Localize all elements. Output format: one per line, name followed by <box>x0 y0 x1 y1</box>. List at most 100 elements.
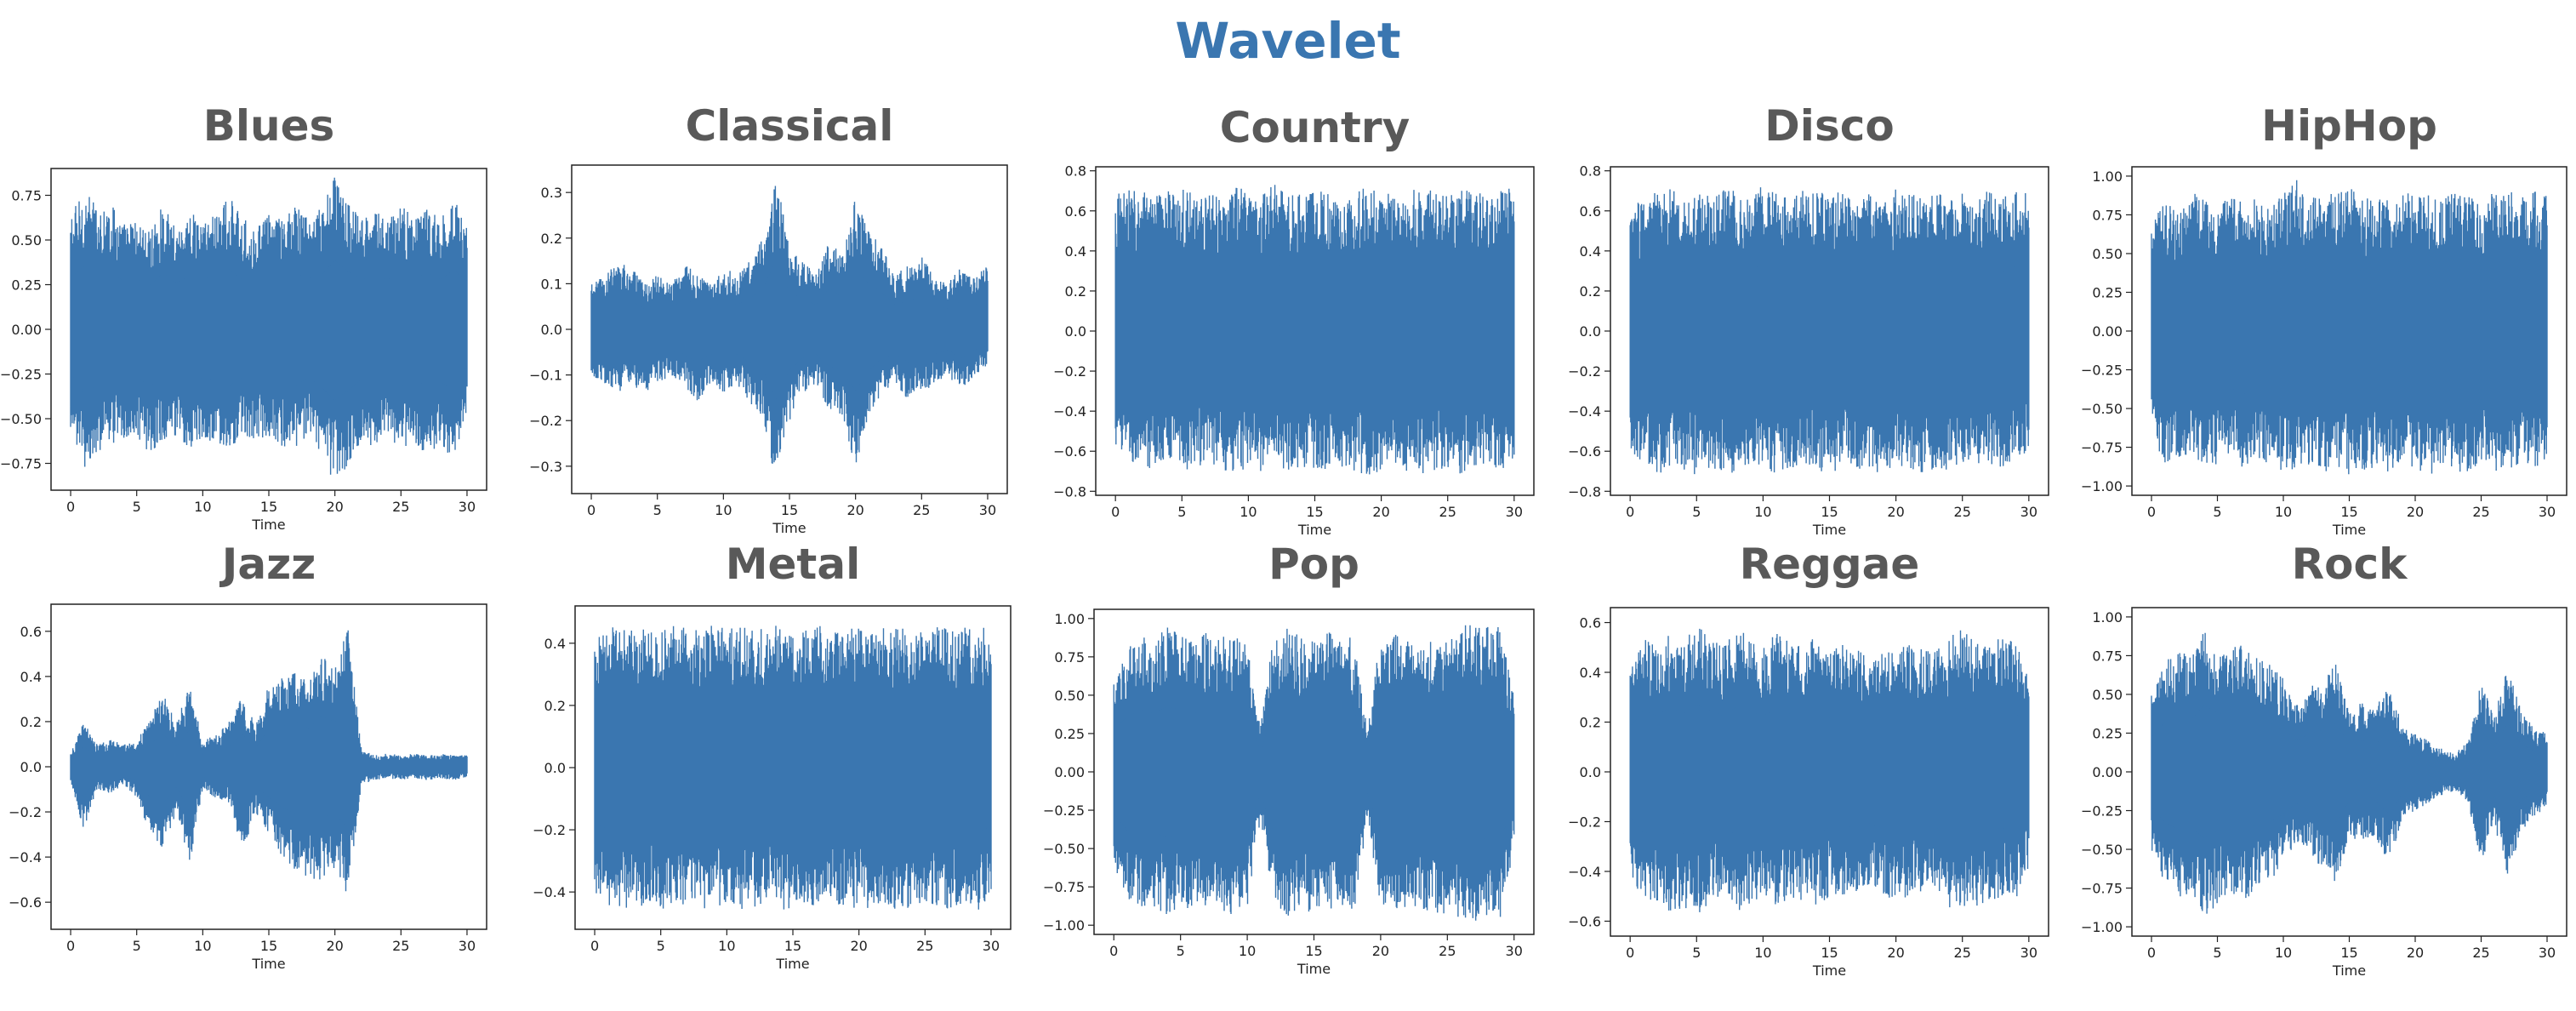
panel-reggae: Reggae 0 5 10 15 20 25 30 Time −0.6 −0.4 −0.2 0.0 0.2… <box>1568 540 2049 979</box>
y-tick-label-classical: 0.3 <box>541 185 562 201</box>
x-tick-label-classical: 10 <box>715 502 732 518</box>
y-tick-label-metal: 0.4 <box>544 636 566 652</box>
x-tick-label-classical: 30 <box>979 502 996 518</box>
panel-title-pop: Pop <box>1268 540 1359 589</box>
y-tick-label-rock: −0.50 <box>2081 842 2123 858</box>
y-tick-label-country: −0.2 <box>1053 363 1086 380</box>
y-tick-label-country: 0.8 <box>1065 163 1086 180</box>
panel-title-rock: Rock <box>2292 540 2408 589</box>
y-tick-label-classical: −0.3 <box>529 459 562 475</box>
y-tick-label-hiphop: −0.75 <box>2081 440 2123 456</box>
x-tick-label-pop: 20 <box>1372 943 1389 959</box>
x-axis-label-hiphop: Time <box>2332 522 2366 538</box>
waveform-core-pop <box>1114 704 1514 842</box>
x-tick-label-country: 25 <box>1439 504 1456 520</box>
x-axis-label-blues: Time <box>251 517 285 533</box>
x-tick-label-country: 5 <box>1177 504 1186 520</box>
y-tick-label-metal: 0.0 <box>544 760 566 776</box>
x-tick-label-rock: 5 <box>2213 945 2221 961</box>
y-tick-label-rock: 0.25 <box>2092 725 2123 741</box>
y-tick-label-pop: −0.25 <box>1043 803 1085 819</box>
waveform-core-classical <box>591 260 988 399</box>
x-tick-label-jazz: 20 <box>326 938 343 954</box>
x-tick-label-country: 0 <box>1111 504 1120 520</box>
x-tick-label-metal: 10 <box>718 938 735 954</box>
x-tick-label-jazz: 15 <box>260 938 277 954</box>
x-axis-label-country: Time <box>1297 522 1331 538</box>
x-tick-label-jazz: 0 <box>66 938 75 954</box>
x-tick-label-hiphop: 10 <box>2275 504 2292 520</box>
y-tick-label-reggae: −0.2 <box>1568 814 1601 830</box>
x-tick-label-classical: 20 <box>846 502 863 518</box>
x-tick-label-blues: 25 <box>392 499 409 515</box>
x-tick-label-disco: 5 <box>1692 504 1701 520</box>
y-tick-label-metal: −0.4 <box>533 884 566 900</box>
x-tick-label-disco: 20 <box>1887 504 1904 520</box>
y-tick-label-reggae: −0.6 <box>1568 913 1601 929</box>
x-tick-label-blues: 0 <box>66 499 75 515</box>
panel-title-jazz: Jazz <box>219 540 316 589</box>
panel-blues: Blues 0 5 10 15 20 25 30 Time −0.75 −0.50 −0.25 0.00… <box>0 101 487 533</box>
y-tick-label-blues: 0.75 <box>11 188 42 204</box>
y-tick-label-classical: 0.0 <box>541 322 562 338</box>
y-tick-label-disco: −0.2 <box>1568 363 1601 380</box>
x-tick-label-pop: 25 <box>1439 943 1456 959</box>
y-tick-label-jazz: 0.0 <box>20 759 42 775</box>
x-tick-label-reggae: 25 <box>1954 945 1971 961</box>
y-tick-label-hiphop: −0.50 <box>2081 401 2123 417</box>
y-tick-label-hiphop: 0.00 <box>2092 323 2123 340</box>
y-tick-label-classical: 0.1 <box>541 276 562 292</box>
x-axis-label-rock: Time <box>2332 962 2366 979</box>
y-tick-label-disco: 0.4 <box>1580 243 1601 260</box>
y-tick-label-disco: 0.8 <box>1580 163 1601 180</box>
panel-country: Country 0 5 10 15 20 25 30 Time −0.8 −0.6 −0.4 −0.2 0… <box>1053 103 1535 538</box>
panel-title-blues: Blues <box>203 101 335 151</box>
x-tick-label-hiphop: 15 <box>2340 504 2357 520</box>
x-tick-label-rock: 10 <box>2275 945 2292 961</box>
x-tick-label-country: 15 <box>1306 504 1323 520</box>
x-tick-label-disco: 10 <box>1754 504 1771 520</box>
x-tick-label-disco: 25 <box>1954 504 1971 520</box>
x-tick-label-jazz: 30 <box>459 938 476 954</box>
y-tick-label-jazz: 0.2 <box>20 714 42 730</box>
x-tick-label-jazz: 10 <box>194 938 211 954</box>
waveform-core-jazz <box>71 704 467 828</box>
y-tick-label-hiphop: 0.50 <box>2092 246 2123 262</box>
y-tick-label-disco: 0.6 <box>1580 203 1601 220</box>
y-tick-label-reggae: −0.4 <box>1568 864 1601 880</box>
panel-title-metal: Metal <box>726 540 860 589</box>
y-tick-label-jazz: 0.4 <box>20 669 42 685</box>
x-tick-label-reggae: 0 <box>1626 945 1634 961</box>
x-tick-label-blues: 30 <box>459 499 476 515</box>
x-tick-label-reggae: 30 <box>2020 945 2037 961</box>
y-tick-label-blues: 0.50 <box>11 232 42 248</box>
x-tick-label-pop: 30 <box>1506 943 1523 959</box>
x-tick-label-disco: 30 <box>2020 504 2037 520</box>
y-tick-label-metal: 0.2 <box>544 698 566 714</box>
x-tick-label-rock: 0 <box>2147 945 2156 961</box>
x-tick-label-country: 20 <box>1372 504 1389 520</box>
x-tick-label-rock: 20 <box>2407 945 2424 961</box>
y-tick-label-jazz: −0.2 <box>9 804 42 820</box>
x-tick-label-rock: 30 <box>2539 945 2556 961</box>
waveform-core-rock <box>2151 705 2547 838</box>
y-tick-label-reggae: 0.0 <box>1580 764 1601 780</box>
x-tick-label-classical: 25 <box>913 502 930 518</box>
y-tick-label-disco: −0.4 <box>1568 403 1601 420</box>
x-tick-label-rock: 15 <box>2340 945 2357 961</box>
y-tick-label-rock: 1.00 <box>2092 609 2123 625</box>
y-tick-label-country: 0.2 <box>1065 283 1086 300</box>
y-tick-label-hiphop: 0.75 <box>2092 207 2123 223</box>
y-tick-label-classical: −0.1 <box>529 368 562 384</box>
x-tick-label-classical: 0 <box>587 502 596 518</box>
y-tick-label-blues: −0.25 <box>0 367 42 383</box>
y-tick-label-jazz: −0.4 <box>9 849 42 865</box>
x-tick-label-blues: 20 <box>326 499 343 515</box>
x-tick-label-disco: 0 <box>1626 504 1634 520</box>
x-tick-label-jazz: 25 <box>392 938 409 954</box>
y-tick-label-rock: 0.50 <box>2092 687 2123 703</box>
x-tick-label-blues: 5 <box>133 499 141 515</box>
y-tick-label-rock: −0.75 <box>2081 881 2123 897</box>
